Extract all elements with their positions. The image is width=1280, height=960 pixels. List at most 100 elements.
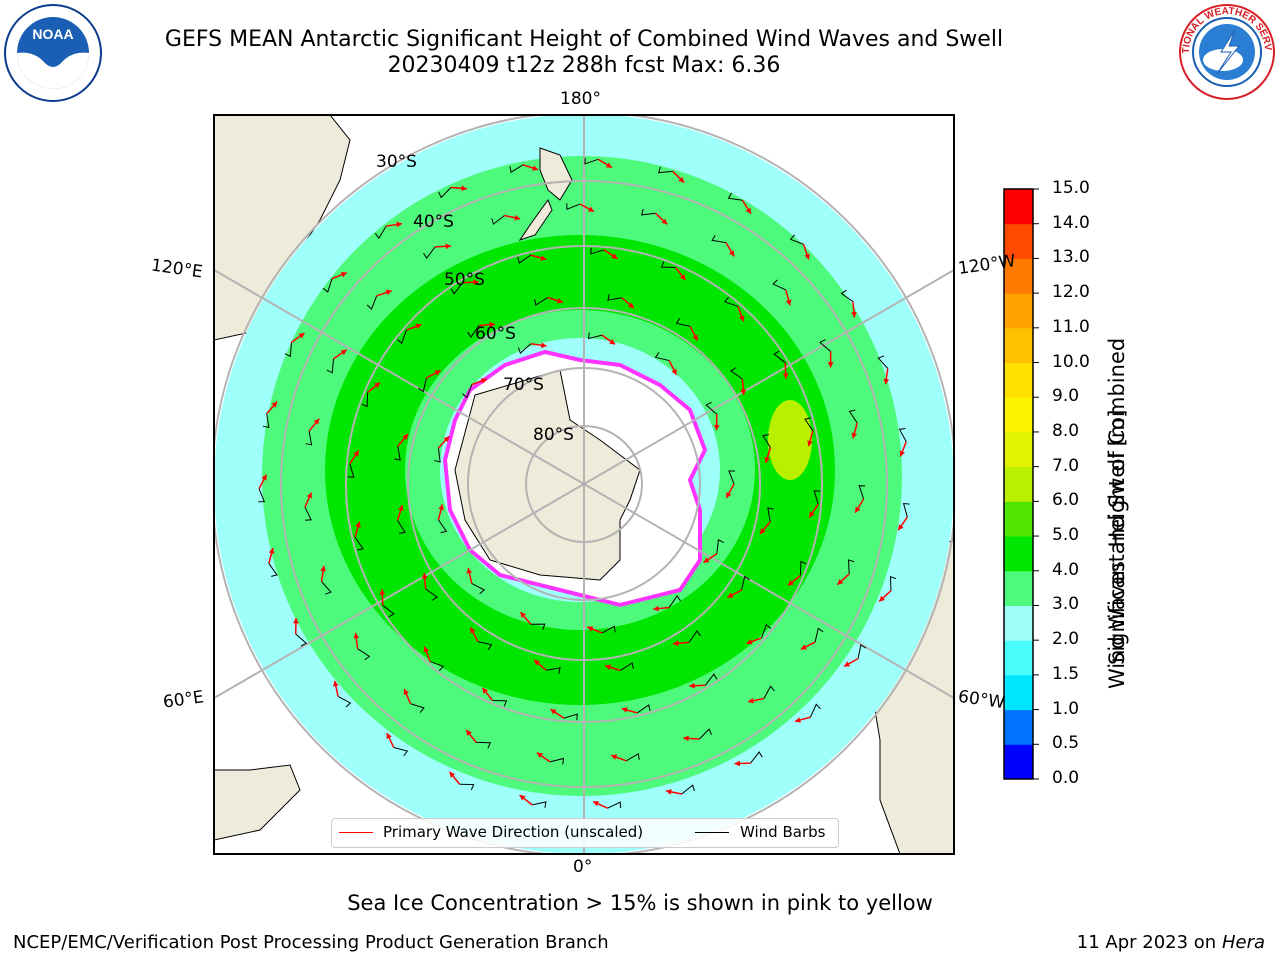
- wave-arrow-head: [550, 709, 557, 715]
- sea-ice-note: Sea Ice Concentration > 15% is shown in …: [347, 891, 933, 915]
- wind-barb: [321, 581, 332, 595]
- wind-barb: [262, 413, 270, 429]
- wave-arrow-head: [353, 632, 360, 639]
- wind-barb: [761, 623, 772, 639]
- wave-arrow-head: [385, 289, 392, 296]
- map-legend: Primary Wave Direction (unscaled) Wind B…: [331, 818, 839, 848]
- wave-arrow-head: [785, 299, 792, 306]
- lat-label-50s: 50°S: [444, 270, 485, 290]
- colorbar-tick-label: 8.0: [1052, 420, 1080, 441]
- colorbar-tick-label: 0.5: [1052, 733, 1080, 754]
- wind-barb: [750, 751, 763, 764]
- wave-peak-patch: [768, 400, 812, 480]
- wind-barb: [397, 520, 406, 534]
- wave-arrow-head: [532, 165, 539, 171]
- wave-arrow-head: [713, 424, 720, 431]
- wind-barb: [357, 648, 371, 661]
- australia-land: [214, 115, 351, 341]
- wind-barb: [437, 519, 448, 534]
- wave-arrow-head: [883, 378, 890, 385]
- colorbar-segment: [1004, 397, 1033, 433]
- wave-arrow-head: [514, 214, 521, 221]
- wave-arrow-head: [480, 378, 487, 384]
- wave-arrow-head: [800, 644, 807, 650]
- wind-barb: [773, 350, 786, 364]
- wind-barb: [658, 166, 673, 174]
- wind-barb: [799, 560, 807, 576]
- wind-barb: [462, 384, 473, 399]
- wind-barb: [730, 367, 743, 380]
- wave-arrow-head: [306, 492, 312, 499]
- colorbar-tick-label: 13.0: [1052, 247, 1090, 268]
- wind-barb: [813, 490, 821, 505]
- wave-arrow-head: [738, 315, 745, 322]
- colorbar-tick-label: 1.0: [1052, 698, 1080, 719]
- colorbar-segment: [1004, 501, 1033, 537]
- wave-arrow-head: [271, 401, 278, 408]
- wind-barb: [530, 623, 546, 630]
- wave-arrow-head: [434, 370, 441, 376]
- wave-arrow-head: [587, 626, 594, 632]
- wave-arrow-head: [827, 362, 834, 368]
- wind-barb: [366, 295, 378, 310]
- colorbar-segment: [1004, 189, 1033, 225]
- wave-arrow-head: [899, 450, 906, 457]
- wind-barb: [423, 246, 436, 260]
- primary-wave-label: Primary Wave Direction (unscaled): [383, 823, 644, 841]
- wind-barb: [716, 539, 724, 554]
- colorbar-segment: [1004, 570, 1033, 606]
- wind-barb: [450, 282, 464, 295]
- wind-barb: [858, 485, 866, 500]
- wave-arrow-head: [470, 627, 476, 634]
- colorbar-segment: [1004, 223, 1033, 259]
- wave-arrow-head: [855, 506, 861, 513]
- wave-arrow-head: [807, 440, 813, 447]
- wave-arrow-head: [609, 338, 616, 345]
- colorbar-segment: [1004, 466, 1033, 502]
- wind-barb: [727, 192, 743, 201]
- new-zealand-land-south: [518, 198, 553, 241]
- wave-arrow-head: [355, 521, 361, 528]
- lat-label-30s: 30°S: [376, 152, 417, 172]
- noaa-logo: NOAA: [4, 4, 102, 102]
- wave-arrow-head: [540, 255, 547, 261]
- wave-arrow-head: [541, 342, 547, 349]
- colorbar-tick-label: 11.0: [1052, 316, 1090, 337]
- wind-barb: [429, 661, 445, 672]
- wave-arrow-head: [692, 334, 698, 341]
- wave-arrow-head: [678, 176, 685, 183]
- colorbar: [1003, 188, 1039, 780]
- wave-arrow-head: [671, 368, 677, 375]
- wind-barb: [374, 225, 387, 240]
- colorbar-tick-label: 0.0: [1052, 768, 1080, 788]
- wind-barb: [459, 783, 475, 791]
- wind-barbs-swatch: [695, 832, 729, 833]
- wave-arrow-head: [333, 680, 339, 687]
- wind-barb: [517, 343, 532, 354]
- wind-barb: [804, 417, 814, 432]
- wind-barb: [705, 401, 718, 415]
- wave-arrow-head: [449, 771, 456, 778]
- wind-barb: [889, 576, 897, 591]
- wave-arrow-head: [268, 548, 275, 554]
- wave-arrow-head: [782, 373, 789, 379]
- wind-barb: [509, 164, 524, 174]
- wave-arrow-head: [298, 333, 305, 339]
- wind-barb: [305, 430, 313, 446]
- wave-arrow-head: [611, 754, 618, 760]
- wave-arrow-head: [473, 279, 479, 286]
- colorbar-segment: [1004, 431, 1033, 468]
- wave-arrow-head: [653, 605, 659, 612]
- wave-arrow-head: [461, 185, 467, 192]
- wind-barb: [698, 728, 713, 740]
- wind-barb: [590, 247, 605, 255]
- wave-arrow-head: [661, 218, 668, 225]
- wave-arrow-head: [374, 382, 381, 389]
- wave-arrow-head: [520, 612, 527, 618]
- lat-label-40s: 40°S: [413, 212, 454, 232]
- wave-arrow-head: [438, 504, 444, 511]
- wind-barb: [741, 575, 750, 591]
- colorbar-tick-label: 14.0: [1052, 212, 1090, 233]
- wave-arrow-head: [379, 589, 386, 595]
